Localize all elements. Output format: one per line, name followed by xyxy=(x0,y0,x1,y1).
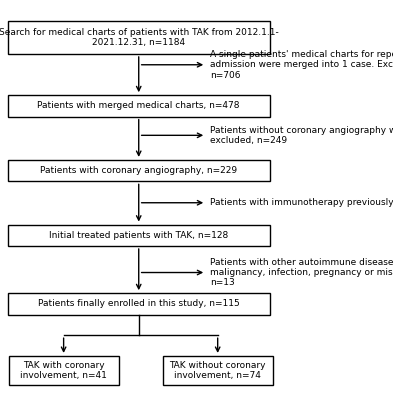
FancyBboxPatch shape xyxy=(9,356,119,385)
Text: Patients with coronary angiography, n=229: Patients with coronary angiography, n=22… xyxy=(40,166,237,175)
FancyBboxPatch shape xyxy=(8,160,270,181)
Text: Patients with merged medical charts, n=478: Patients with merged medical charts, n=4… xyxy=(37,102,240,110)
Text: TAK with coronary
involvement, n=41: TAK with coronary involvement, n=41 xyxy=(20,361,107,380)
Text: TAK without coronary
involvement, n=74: TAK without coronary involvement, n=74 xyxy=(169,361,266,380)
Text: Patients with other autoimmune disease,
malignancy, infection, pregnancy or miss: Patients with other autoimmune disease, … xyxy=(210,258,393,288)
FancyBboxPatch shape xyxy=(8,21,270,54)
FancyBboxPatch shape xyxy=(8,293,270,315)
Text: Patients without coronary angiography were
excluded, n=249: Patients without coronary angiography we… xyxy=(210,126,393,145)
FancyBboxPatch shape xyxy=(8,95,270,117)
Text: Patients finally enrolled in this study, n=115: Patients finally enrolled in this study,… xyxy=(38,299,240,308)
Text: Initial treated patients with TAK, n=128: Initial treated patients with TAK, n=128 xyxy=(49,231,228,240)
Text: Patients with immunotherapy previously, n=101: Patients with immunotherapy previously, … xyxy=(210,198,393,207)
Text: A single patients' medical charts for repeated
admission were merged into 1 case: A single patients' medical charts for re… xyxy=(210,50,393,80)
Text: Search for medical charts of patients with TAK from 2012.1.1-
2021.12.31, n=1184: Search for medical charts of patients wi… xyxy=(0,28,279,47)
FancyBboxPatch shape xyxy=(8,224,270,246)
FancyBboxPatch shape xyxy=(163,356,273,385)
